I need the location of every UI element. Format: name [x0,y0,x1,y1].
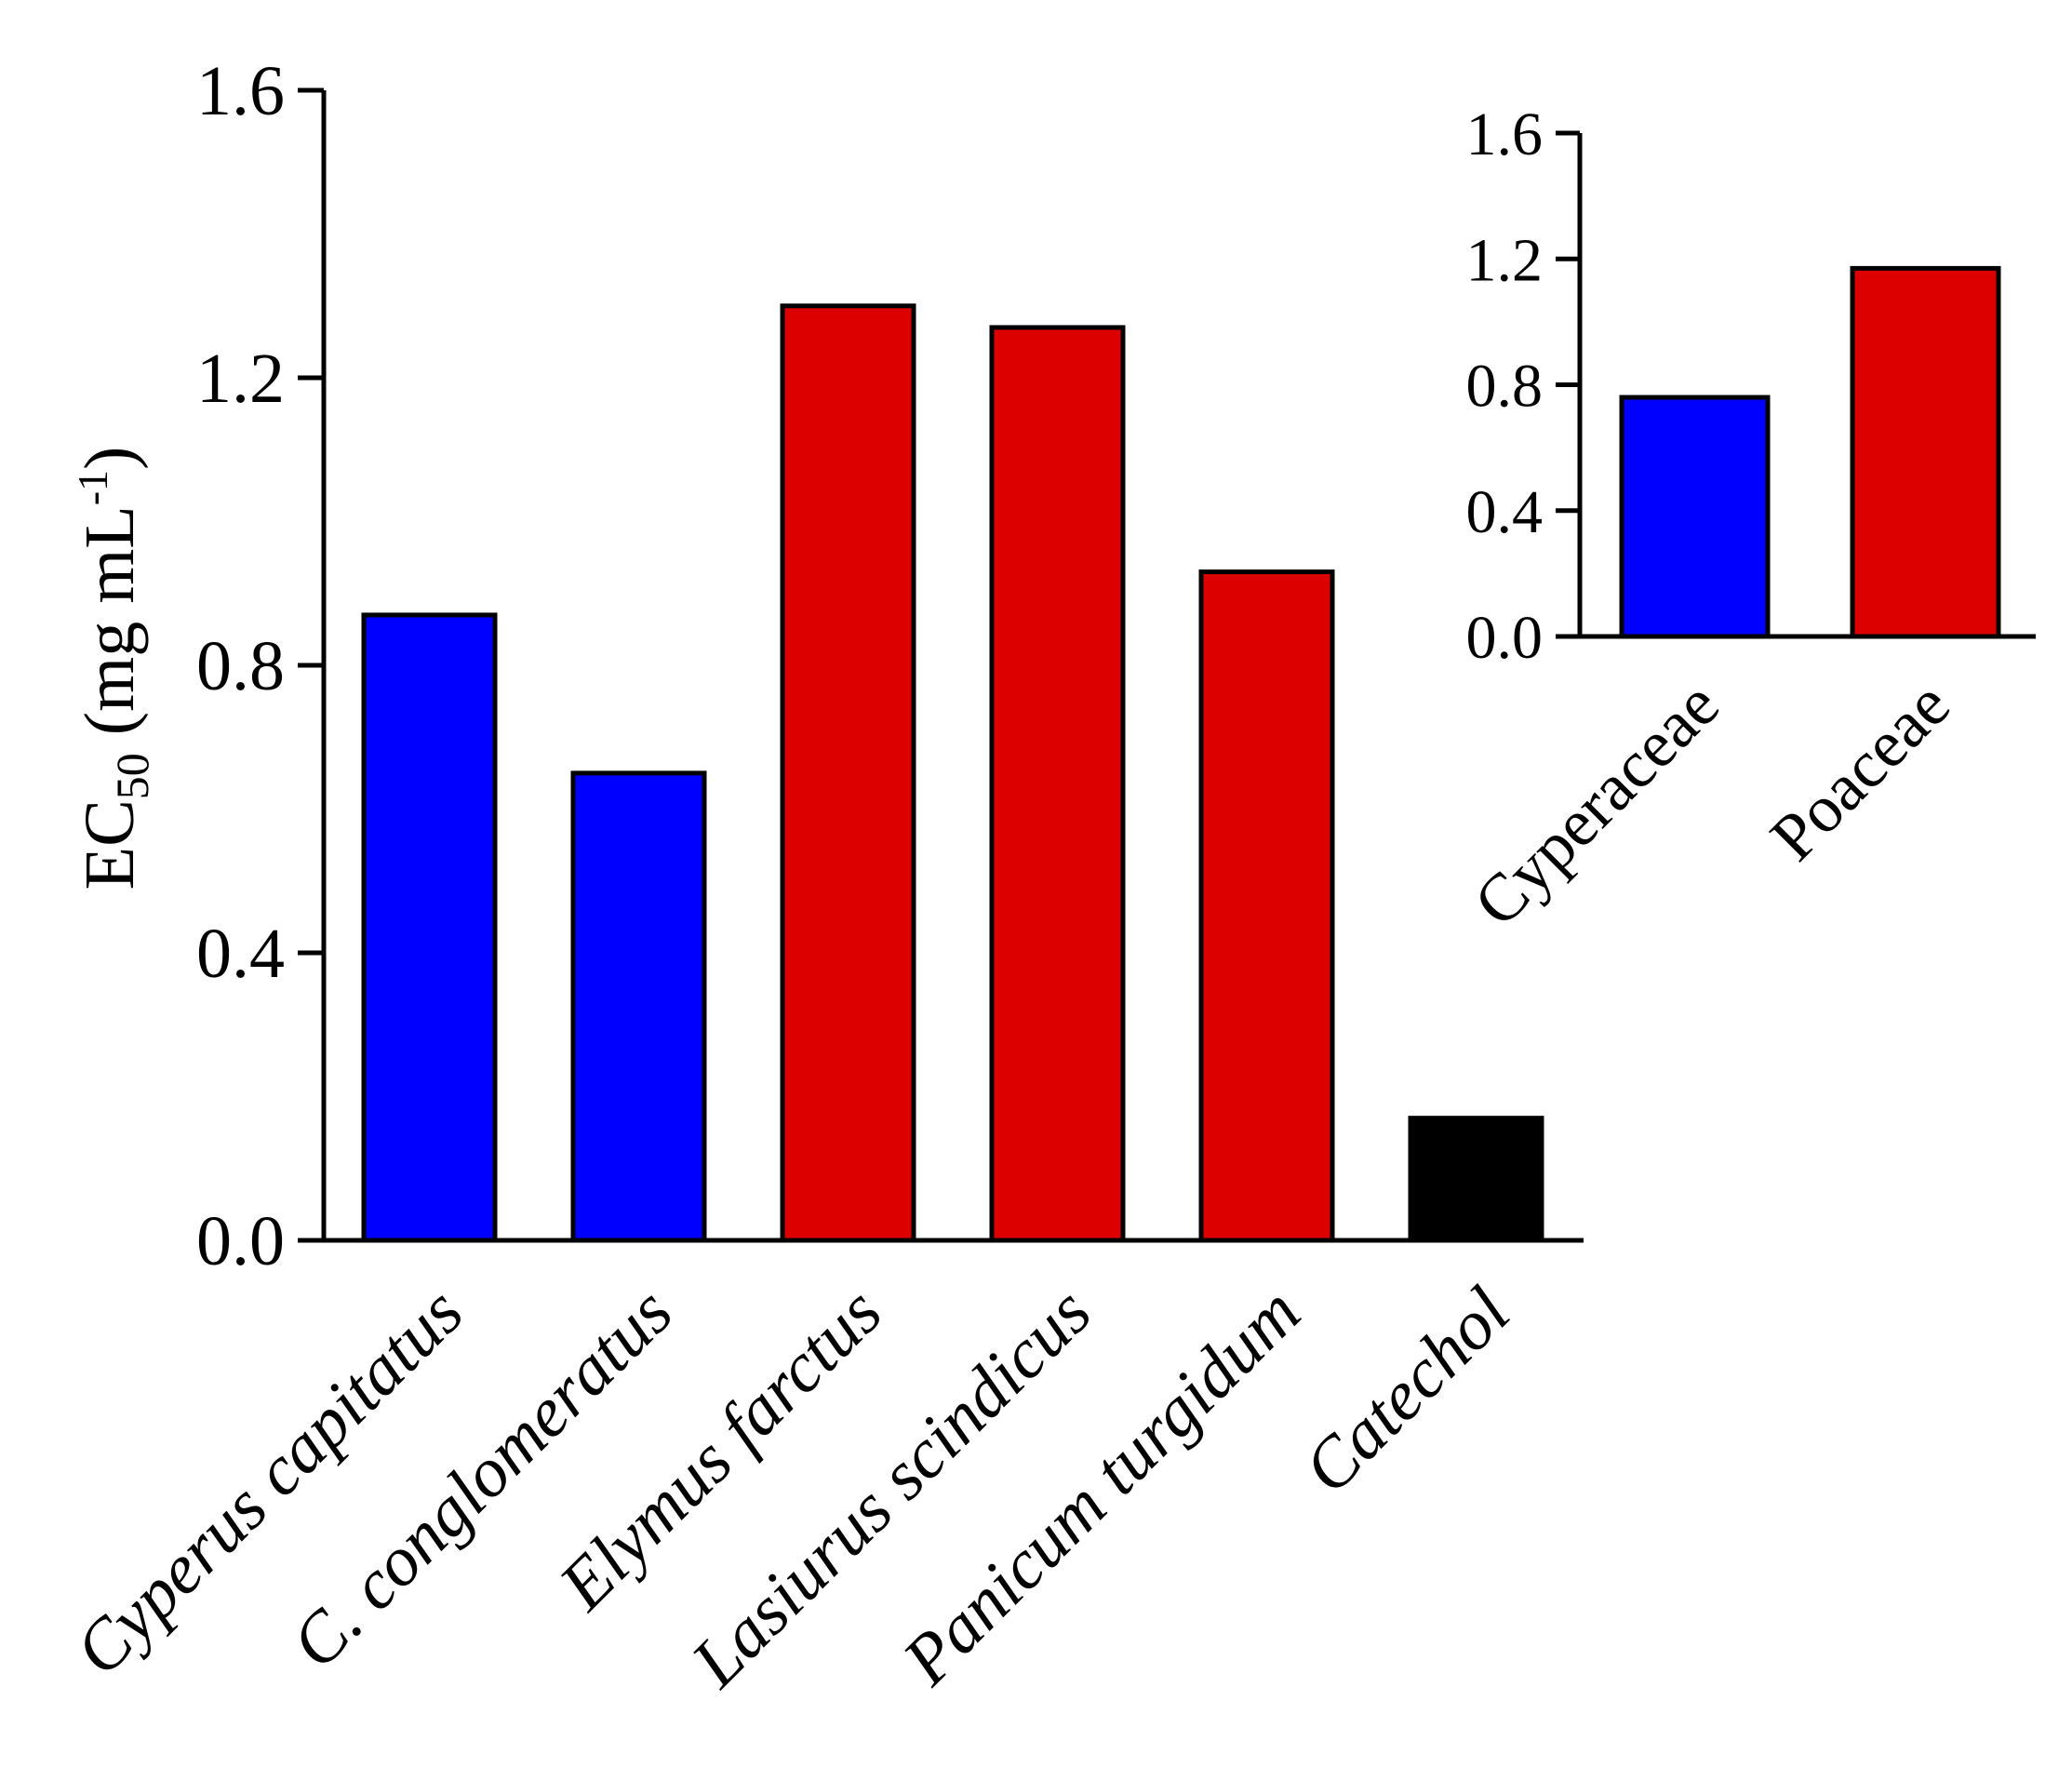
main-y-axis-title: EC50 (mg mL-1) [69,447,158,890]
main-bars [361,303,1544,1243]
main-bar-catechol [1408,1116,1544,1243]
y-axis-title-close: ) [71,447,149,470]
inset-x-tick-labels: Cyperaceae Poaceae [1460,667,1964,941]
inset-x-tick-label-poaceae: Poaceae [1756,667,1963,875]
y-axis-title-superscript: -1 [69,470,116,505]
inset-x-tick-label-cyperaceae: Cyperaceae [1460,667,1733,941]
inset-y-tick-label: 0.8 [1466,353,1544,421]
inset-chart: 0.0 0.4 0.8 1.2 1.6 Cyperaceae Poaceae [1460,100,2036,941]
inset-bar-poaceae [1850,265,2001,639]
y-axis-title-units: (mg mL [71,505,149,753]
inset-bars [1619,265,2001,639]
inset-y-tick-label: 1.6 [1466,100,1544,168]
main-x-tick-label-c-conglomeratus: C. conglomeratus [276,1273,688,1684]
main-y-tick-label: 0.8 [196,627,285,705]
main-x-tick-label-panicum-turgidum: Panicum turgidum [888,1273,1316,1701]
main-bar-c-conglomeratus [570,770,707,1243]
main-x-tick-label-catechol: Catechol [1289,1273,1524,1508]
main-x-tick-label-lasiurus-scindicus: Lasiurus scindicus [676,1273,1106,1703]
inset-y-tick-label: 0.4 [1466,478,1544,546]
main-bar-panicum-turgidum [1198,569,1335,1243]
main-y-ticks: 0.0 0.4 0.8 1.2 1.6 [196,52,324,1280]
main-x-tick-label-cyperus-capitatus: Cyperus capitatus [60,1273,478,1691]
inset-y-tick-label: 1.2 [1466,226,1544,294]
inset-y-tick-label: 0.0 [1466,604,1544,672]
y-axis-title-subscript: 50 [106,753,158,799]
main-bar-lasiurus-scindicus [989,325,1126,1243]
y-axis-title-main: EC [71,799,149,890]
main-bar-cyperus-capitatus [361,612,498,1243]
main-y-tick-label: 0.0 [196,1202,285,1280]
inset-y-ticks: 0.0 0.4 0.8 1.2 1.6 [1466,100,1580,672]
main-y-tick-label: 1.6 [196,52,285,130]
inset-bar-cyperaceae [1619,395,1771,639]
main-y-tick-label: 1.2 [196,340,285,418]
main-bar-elymus-farctus [780,303,916,1243]
main-y-tick-label: 0.4 [196,915,285,993]
